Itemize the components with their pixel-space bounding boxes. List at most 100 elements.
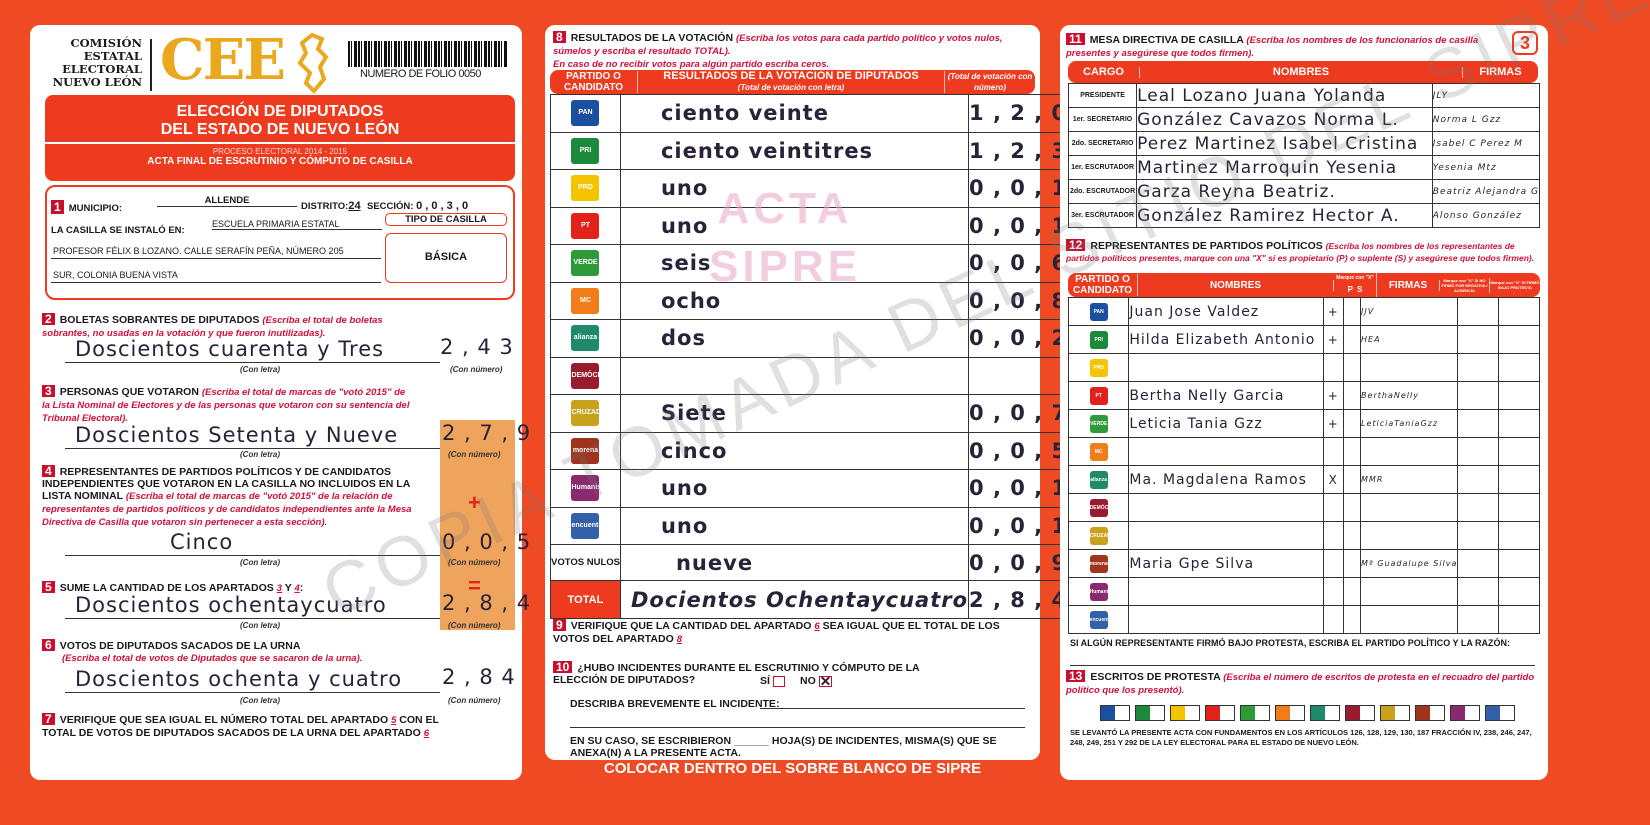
votes-letter-cell[interactable]: uno <box>619 506 970 545</box>
votes-letter-cell[interactable]: ocho <box>619 281 970 320</box>
protesta-cell[interactable] <box>1457 549 1500 578</box>
firma-cell[interactable]: Alonso González <box>1431 203 1541 228</box>
nombre-cell[interactable]: Martinez Marroquin Yesenia <box>1136 155 1433 180</box>
s-cell[interactable] <box>1342 353 1362 382</box>
nombre-cell[interactable] <box>1128 353 1324 382</box>
votes-number-cell[interactable]: 0 , 0 , 7 <box>968 394 1069 433</box>
protest-box[interactable] <box>1415 705 1445 721</box>
votes-number-cell[interactable]: 0 , 0 , 2 <box>968 319 1069 358</box>
firma-cell[interactable]: Beatriz Alejandra G <box>1431 179 1541 204</box>
nombre-cell[interactable]: Maria Gpe Silva <box>1128 549 1324 578</box>
firma-cell[interactable]: BerthaNelly <box>1360 381 1459 410</box>
protest-box[interactable] <box>1275 705 1305 721</box>
protest-box[interactable] <box>1485 705 1515 721</box>
no-option[interactable]: NO ✕ <box>800 672 832 689</box>
p-cell[interactable] <box>1322 521 1344 550</box>
s-cell[interactable] <box>1342 325 1362 354</box>
protesta-cell[interactable] <box>1457 437 1500 466</box>
p-cell[interactable]: + <box>1322 325 1344 354</box>
nulos-number-cell[interactable]: 0 , 0 , 9 <box>968 544 1069 581</box>
votes-letter-cell[interactable]: ciento veintitres <box>619 131 970 170</box>
firma-cell[interactable] <box>1360 605 1459 634</box>
protesta-cell[interactable] <box>1457 577 1500 606</box>
firma-cell[interactable]: Mª Guadalupe Silva <box>1360 549 1459 578</box>
p-cell[interactable] <box>1322 493 1344 522</box>
protesta-cell[interactable] <box>1498 353 1540 382</box>
protest-box[interactable] <box>1135 705 1165 721</box>
protest-box[interactable] <box>1345 705 1375 721</box>
nombre-cell[interactable] <box>1128 605 1324 634</box>
protesta-cell[interactable] <box>1457 465 1500 494</box>
protesta-cell[interactable] <box>1457 381 1500 410</box>
protesta-cell[interactable] <box>1457 605 1500 634</box>
p-cell[interactable] <box>1322 577 1344 606</box>
protesta-cell[interactable] <box>1457 325 1500 354</box>
protesta-cell[interactable] <box>1457 521 1500 550</box>
si-checkbox[interactable] <box>772 675 785 687</box>
protesta-cell[interactable] <box>1498 465 1540 494</box>
s-cell[interactable] <box>1342 493 1362 522</box>
firma-cell[interactable] <box>1360 493 1459 522</box>
votes-number-cell[interactable] <box>968 356 1069 395</box>
nombre-cell[interactable]: Hilda Elizabeth Antonio <box>1128 325 1324 354</box>
votes-number-cell[interactable]: 0 , 0 , 8 <box>968 281 1069 320</box>
nombre-cell[interactable] <box>1128 493 1324 522</box>
p-cell[interactable]: + <box>1322 297 1344 326</box>
nombre-cell[interactable] <box>1128 577 1324 606</box>
protest-box[interactable] <box>1450 705 1480 721</box>
s-cell[interactable] <box>1342 437 1362 466</box>
protesta-cell[interactable] <box>1457 493 1500 522</box>
p-cell[interactable] <box>1322 353 1344 382</box>
protest-box[interactable] <box>1170 705 1200 721</box>
votes-number-cell[interactable]: 0 , 0 , 1 <box>968 169 1069 208</box>
s-cell[interactable] <box>1342 521 1362 550</box>
protest-box[interactable] <box>1100 705 1130 721</box>
protesta-cell[interactable] <box>1498 549 1540 578</box>
protest-box[interactable] <box>1240 705 1270 721</box>
firma-cell[interactable]: JJV <box>1360 297 1459 326</box>
votes-letter-cell[interactable]: uno <box>619 206 970 245</box>
protesta-cell[interactable] <box>1498 381 1540 410</box>
p-cell[interactable] <box>1322 437 1344 466</box>
nombre-cell[interactable]: Garza Reyna Beatriz. <box>1136 179 1433 204</box>
protesta-cell[interactable] <box>1457 409 1500 438</box>
protesta-cell[interactable] <box>1498 605 1540 634</box>
protesta-cell[interactable] <box>1498 577 1540 606</box>
firma-cell[interactable] <box>1360 521 1459 550</box>
nombre-cell[interactable]: Bertha Nelly Garcia <box>1128 381 1324 410</box>
p-cell[interactable]: + <box>1322 409 1344 438</box>
votes-number-cell[interactable]: 1 , 2 , 3 <box>968 131 1069 170</box>
protesta-cell[interactable] <box>1457 297 1500 326</box>
nombre-cell[interactable]: González Cavazos Norma L. <box>1136 107 1433 132</box>
protest-box[interactable] <box>1310 705 1340 721</box>
protesta-cell[interactable] <box>1498 297 1540 326</box>
firma-cell[interactable]: MMR <box>1360 465 1459 494</box>
nulos-letter-cell[interactable]: nueve <box>619 544 970 581</box>
describe-line-2[interactable] <box>570 727 1025 728</box>
no-checkbox-checked[interactable]: ✕ <box>818 672 832 689</box>
votes-number-cell[interactable]: 1 , 2 , 0 <box>968 94 1069 133</box>
s-cell[interactable] <box>1342 297 1362 326</box>
s-cell[interactable] <box>1342 381 1362 410</box>
protesta-cell[interactable] <box>1457 353 1500 382</box>
p-cell[interactable]: X <box>1322 465 1344 494</box>
firma-cell[interactable] <box>1360 577 1459 606</box>
votes-letter-cell[interactable]: ciento veinte <box>619 94 970 133</box>
firma-cell[interactable] <box>1360 437 1459 466</box>
protesta-cell[interactable] <box>1498 437 1540 466</box>
total-number-cell[interactable]: 2 , 8 , 4 <box>968 580 1069 619</box>
s-cell[interactable] <box>1342 465 1362 494</box>
total-letter-cell[interactable]: Docientos Ochentaycuatro <box>619 580 970 619</box>
p-cell[interactable]: + <box>1322 381 1344 410</box>
votes-number-cell[interactable]: 0 , 0 , 5 <box>968 431 1069 470</box>
protesta-cell[interactable] <box>1498 521 1540 550</box>
protesta-cell[interactable] <box>1498 493 1540 522</box>
p-cell[interactable] <box>1322 605 1344 634</box>
firma-cell[interactable]: LeticiaTaniaGzz <box>1360 409 1459 438</box>
nombre-cell[interactable] <box>1128 437 1324 466</box>
protest-box[interactable] <box>1205 705 1235 721</box>
protesta-line[interactable] <box>1070 665 1535 666</box>
s-cell[interactable] <box>1342 549 1362 578</box>
firma-cell[interactable] <box>1360 353 1459 382</box>
firma-cell[interactable]: JLY <box>1431 83 1541 108</box>
